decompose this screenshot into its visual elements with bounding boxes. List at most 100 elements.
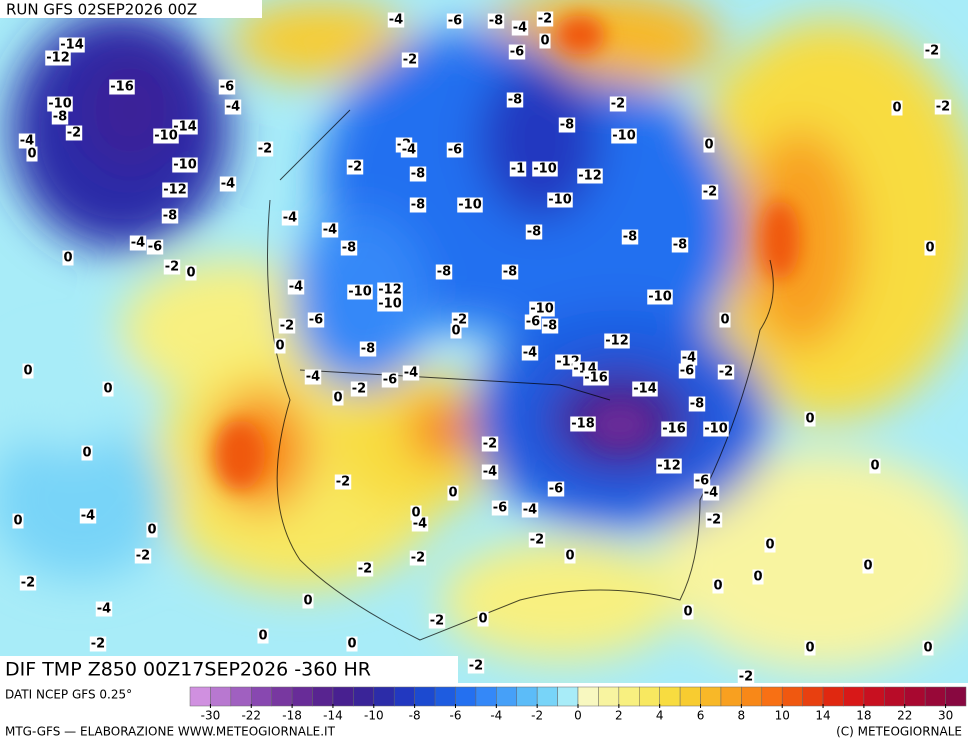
contour-label: -2 <box>346 159 364 175</box>
contour-label-box <box>89 636 107 652</box>
contour-label-text: 0 <box>565 549 574 564</box>
contour-label-text: -10 <box>458 198 482 213</box>
contour-label: 0 <box>302 593 314 609</box>
contour-label-box <box>547 192 573 208</box>
contour-label-text: -4 <box>389 13 403 28</box>
contour-label-text: 0 <box>704 138 713 153</box>
contour-label-text: 0 <box>303 594 312 609</box>
contour-label: 0 <box>712 578 724 594</box>
contour-label-text: -2 <box>925 44 939 59</box>
contour-label-text: -6 <box>448 143 462 158</box>
colorbar-tick-label: -2 <box>531 709 543 723</box>
colorbar-swatch <box>189 686 211 707</box>
contour-label-text: -2 <box>165 260 179 275</box>
contour-label: -12 <box>604 333 630 349</box>
contour-label: -4 <box>702 485 720 501</box>
contour-label: -4 <box>400 142 418 158</box>
contour-label-box <box>934 99 952 115</box>
contour-label-text: -2 <box>469 659 483 674</box>
contour-label-box <box>134 548 152 564</box>
contour-label-box <box>891 100 903 116</box>
contour-label-box <box>621 229 639 245</box>
contour-label-box <box>682 604 694 620</box>
contour-label-box <box>647 289 673 305</box>
colorbar-tick-label: -6 <box>449 709 461 723</box>
contour-label-box <box>402 365 420 381</box>
contour-label: -6 <box>491 500 509 516</box>
contour-label: -4 <box>79 508 97 524</box>
contour-label: -2 <box>278 318 296 334</box>
contour-label-box <box>409 166 427 182</box>
contour-label-box <box>409 550 427 566</box>
contour-label: -14 <box>632 381 658 397</box>
colorbar-swatch <box>393 686 415 707</box>
contour-label-text: -2 <box>336 475 350 490</box>
contour-label-text: -4 <box>306 370 320 385</box>
contour-label: -4 <box>129 235 147 251</box>
contour-label: -4 <box>304 369 322 385</box>
run-box <box>0 0 262 18</box>
contour-label: -10 <box>377 296 403 312</box>
contour-label-box <box>172 157 198 173</box>
contour-label-text: 0 <box>892 101 901 116</box>
contour-label-box <box>481 436 499 452</box>
contour-label-box <box>428 613 446 629</box>
colorbar-swatch <box>332 686 354 707</box>
contour-label: 0 <box>450 323 462 339</box>
contour-label-box <box>525 224 543 240</box>
contour-label: 0 <box>146 522 158 538</box>
contour-label-box <box>219 176 237 192</box>
colorbar-tick-label: 30 <box>938 709 953 723</box>
contour-label-text: -2 <box>530 533 544 548</box>
contour-label: 0 <box>102 381 114 397</box>
contour-label-text: 0 <box>27 147 36 162</box>
contour-label-text: -8 <box>673 238 687 253</box>
contour-label: -10 <box>457 197 483 213</box>
contour-label-text: -2 <box>707 513 721 528</box>
colorbar-tick-label: -22 <box>241 709 261 723</box>
contour-label-text: -6 <box>680 364 694 379</box>
contour-label: -12 <box>377 282 403 298</box>
contour-label: 0 <box>564 548 576 564</box>
contour-label-box <box>435 264 453 280</box>
contour-label-text: -8 <box>623 230 637 245</box>
contour-label-text: -4 <box>523 346 537 361</box>
contour-label: -2 <box>528 532 546 548</box>
colorbar-swatch <box>884 686 905 707</box>
contour-label-box <box>529 301 555 317</box>
contour-label-text: -6 <box>383 373 397 388</box>
contour-label-box <box>752 569 764 585</box>
contour-label-text: -10 <box>704 422 728 437</box>
colorbar-swatch <box>659 686 681 707</box>
contour-label: -6 <box>446 142 464 158</box>
contour-label: -2 <box>401 52 419 68</box>
contour-label-text: -4 <box>513 21 527 36</box>
contour-label-text: 0 <box>923 641 932 656</box>
contour-label-text: 0 <box>478 612 487 627</box>
contour-label-box <box>656 458 682 474</box>
contour-label-box <box>477 611 489 627</box>
contour-label-box <box>764 537 776 553</box>
contour-label-box <box>22 363 34 379</box>
contour-label: 0 <box>752 569 764 585</box>
contour-label-box <box>163 259 181 275</box>
contour-label-box <box>410 505 422 521</box>
contour-label-box <box>102 381 114 397</box>
contour-label-text: -4 <box>131 236 145 251</box>
contour-label-text: -8 <box>411 198 425 213</box>
run-label: RUN GFS 02SEP2026 00Z <box>6 1 197 19</box>
contour-label-text: -1 <box>511 162 525 177</box>
copyright-label: (C) METEOGIORNALE <box>836 725 962 739</box>
contour-label-text: 0 <box>720 313 729 328</box>
contour-label-box <box>467 658 485 674</box>
contour-label-text: -4 <box>221 177 235 192</box>
colorbar-swatch <box>741 686 763 707</box>
contour-label-box <box>400 142 418 158</box>
contour-label-text: -8 <box>489 14 503 29</box>
source-label: DATI NCEP GFS 0.25° <box>5 688 132 702</box>
contour-label-box <box>185 265 197 281</box>
contour-label-text: -2 <box>258 142 272 157</box>
contour-label-box <box>558 117 576 133</box>
contour-label-box <box>332 390 344 406</box>
contour-label-text: 0 <box>103 382 112 397</box>
